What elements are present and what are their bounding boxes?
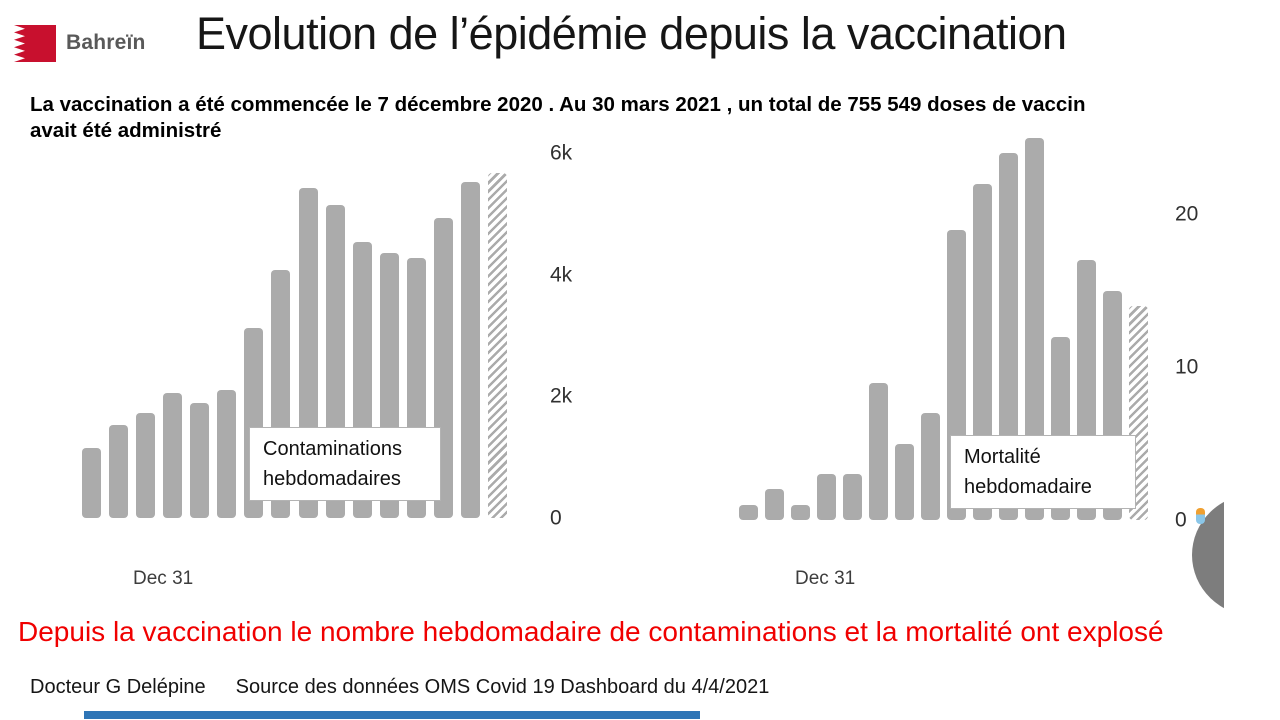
y-tick-label: 2k bbox=[550, 384, 573, 408]
bar bbox=[791, 504, 810, 520]
intro-line-2: avait été administré bbox=[30, 119, 222, 142]
bar bbox=[190, 403, 210, 518]
y-axis: 0 2k 4k 6k bbox=[550, 143, 596, 529]
chart-label-contaminations: Contaminations hebdomadaires bbox=[249, 427, 441, 501]
bar bbox=[109, 424, 129, 518]
bar bbox=[82, 448, 101, 518]
chart-label-line: hebdomadaires bbox=[263, 468, 401, 490]
bar bbox=[843, 474, 862, 520]
chart-label-line: hebdomadaire bbox=[964, 476, 1092, 498]
intro-text: La vaccination a été commencée le 7 déce… bbox=[30, 92, 1240, 144]
bar bbox=[739, 504, 758, 520]
country-label: Bahreïn bbox=[66, 31, 146, 54]
bar bbox=[136, 412, 156, 518]
bar bbox=[460, 181, 480, 518]
footer-source: Source des données OMS Covid 19 Dashboar… bbox=[235, 676, 770, 698]
bar-hatched-current-week bbox=[487, 172, 507, 518]
bar bbox=[1025, 138, 1044, 520]
y-tick-label: 0 bbox=[550, 506, 562, 530]
obscured-icon bbox=[1196, 508, 1205, 524]
y-tick-label: 0 bbox=[1175, 508, 1187, 532]
y-tick-label: 4k bbox=[550, 263, 573, 287]
bar bbox=[895, 443, 914, 520]
bar bbox=[921, 413, 940, 520]
chart-label-mortality: Mortalité hebdomadaire bbox=[950, 435, 1136, 509]
y-tick-label: 10 bbox=[1175, 355, 1199, 379]
chart-label-line: Mortalité bbox=[964, 446, 1041, 468]
footer: Docteur G Delépine Source des données OM… bbox=[30, 676, 769, 699]
intro-line-1: La vaccination a été commencée le 7 déce… bbox=[30, 93, 1086, 116]
conclusion-text: Depuis la vaccination le nombre hebdomad… bbox=[18, 616, 1164, 647]
x-axis-tick: Dec 31 bbox=[133, 568, 194, 589]
x-axis-tick: Dec 31 bbox=[795, 568, 856, 589]
bottom-accent-bar bbox=[84, 711, 700, 719]
chart-label-line: Contaminations bbox=[263, 438, 402, 460]
bahrain-flag-icon bbox=[14, 25, 56, 62]
contaminations-chart: 0 2k 4k 6k Contaminations hebdomadaires Dec … bbox=[82, 143, 572, 589]
footer-author: Docteur G Delépine bbox=[30, 676, 206, 698]
bar bbox=[217, 389, 237, 518]
y-tick-label: 20 bbox=[1175, 202, 1199, 226]
mortality-chart: 0 10 20 Mortalité hebdomadaire Dec 31 bbox=[739, 135, 1198, 589]
bar bbox=[817, 474, 836, 520]
y-axis: 0 10 20 bbox=[1175, 135, 1221, 531]
bar bbox=[765, 489, 784, 520]
y-tick-label: 6k bbox=[550, 141, 573, 165]
bar bbox=[869, 382, 888, 520]
bar bbox=[163, 392, 183, 518]
page-title: Evolution de l’épidémie depuis la vaccin… bbox=[196, 8, 1067, 59]
bar bbox=[999, 153, 1018, 520]
